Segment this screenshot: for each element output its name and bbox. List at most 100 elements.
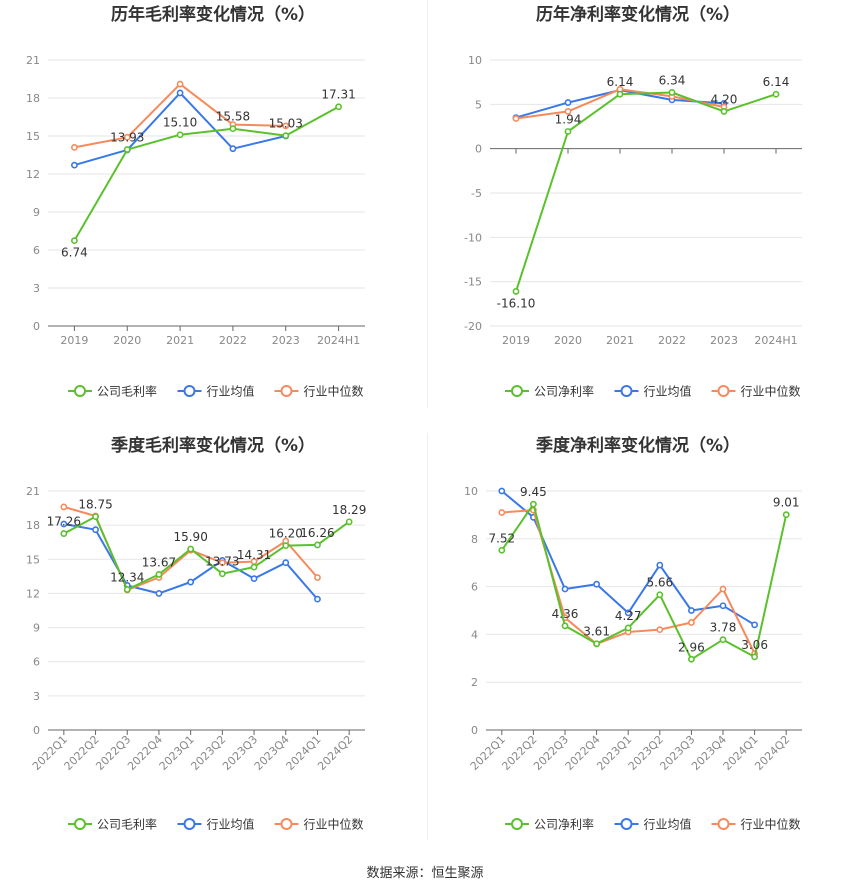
- data-point-company: [720, 108, 728, 115]
- data-point-industry_avg: [282, 559, 290, 567]
- data-point-company: [229, 125, 237, 133]
- data-point-industry_avg: [314, 595, 321, 603]
- data-point-company: [719, 636, 727, 644]
- data-label: 16.20: [269, 527, 303, 541]
- x-tick-label: 2020: [554, 334, 582, 347]
- y-tick-label: 6: [33, 656, 40, 669]
- data-point-company: [345, 518, 353, 526]
- series-line-company: [515, 91, 777, 292]
- data-label: 15.03: [269, 117, 303, 131]
- data-label: 6.74: [61, 246, 88, 260]
- data-point-company: [688, 655, 695, 663]
- legend-label: 行业中位数: [304, 384, 364, 399]
- x-tick-label: 2021: [606, 334, 634, 347]
- legend-label: 行业中位数: [741, 817, 801, 832]
- legend-marker-icon: [280, 818, 293, 830]
- legend-item-company: 公司净利率: [505, 817, 594, 832]
- legend-label: 公司净利率: [534, 817, 594, 832]
- data-point-industry_avg: [564, 99, 572, 106]
- y-tick-label: 0: [33, 724, 40, 737]
- data-point-company: [782, 511, 790, 519]
- y-tick-label: -10: [464, 231, 482, 244]
- legend-marker-icon: [511, 385, 523, 397]
- data-point-industry_median: [564, 108, 572, 115]
- data-label: 18.75: [78, 498, 112, 512]
- data-point-company: [314, 541, 321, 549]
- legend-label: 行业均值: [207, 384, 255, 399]
- data-point-company: [123, 586, 131, 593]
- data-label: 17.26: [47, 515, 81, 529]
- data-label: 4.36: [552, 607, 579, 621]
- data-label: -16.10: [497, 296, 536, 310]
- data-point-industry_median: [282, 122, 290, 130]
- legend-label: 公司毛利率: [97, 384, 157, 399]
- series-line-company: [63, 515, 350, 591]
- legend-item-company: 公司毛利率: [68, 384, 157, 399]
- series-line-company: [500, 503, 788, 661]
- data-label: 7.52: [488, 531, 515, 545]
- data-point-industry_avg: [751, 621, 758, 629]
- legend-item-company: 公司毛利率: [68, 817, 157, 832]
- legend-item-industry_avg: 行业均值: [177, 817, 255, 832]
- data-point-company: [282, 132, 290, 140]
- y-tick-label: 10: [468, 54, 482, 67]
- y-tick-label: 9: [33, 206, 40, 219]
- data-label: 3.61: [583, 625, 610, 639]
- data-label: 13.93: [110, 131, 144, 145]
- data-label: 6.14: [607, 75, 634, 89]
- data-point-industry_median: [688, 619, 695, 626]
- data-label: 13.73: [205, 555, 239, 569]
- chart-panel-4: 季度净利率变化情况（%）02468102022Q12022Q22022Q3202…: [464, 435, 802, 832]
- chart-title: 历年毛利率变化情况（%）: [111, 4, 315, 25]
- x-tick-label: 2020: [113, 334, 141, 347]
- chart-panel-2: 历年净利率变化情况（%） -20 -15 -10 -5 0 5 10 2019 2020 2021 2…: [464, 4, 802, 399]
- data-point-industry_median: [656, 626, 664, 634]
- data-label: 16.26: [300, 526, 334, 540]
- data-point-company: [335, 103, 342, 111]
- data-point-industry_avg: [593, 580, 600, 588]
- data-point-industry_median: [60, 503, 68, 511]
- data-label: 4.20: [711, 92, 738, 106]
- legend-marker-icon: [511, 818, 523, 830]
- data-label: 9.45: [520, 485, 547, 499]
- y-tick-label: 8: [471, 533, 478, 546]
- data-point-company: [498, 546, 506, 554]
- legend-marker-icon: [717, 818, 730, 830]
- data-point-industry_avg: [187, 578, 195, 586]
- data-point-industry_median: [176, 80, 184, 88]
- data-point-company: [71, 237, 78, 245]
- legend-label: 行业均值: [644, 384, 692, 399]
- legend-item-industry_median: 行业中位数: [274, 384, 364, 399]
- data-point-company: [123, 146, 131, 153]
- legend-label: 行业均值: [207, 817, 255, 832]
- legend-marker-icon: [620, 385, 633, 397]
- data-point-company: [530, 500, 537, 508]
- data-point-industry_median: [719, 585, 727, 593]
- data-point-industry_avg: [719, 602, 727, 610]
- data-point-industry_median: [498, 509, 506, 516]
- y-tick-label: 2: [471, 676, 478, 689]
- data-label: 6.34: [659, 73, 686, 87]
- series-line-industry_avg: [501, 490, 756, 626]
- y-tick-label: -5: [471, 187, 482, 200]
- y-tick-label: 15: [26, 130, 40, 143]
- x-tick-label: 2024Q2: [315, 733, 355, 773]
- legend-label: 行业中位数: [304, 817, 364, 832]
- data-point-industry_median: [71, 143, 78, 151]
- x-tick-label: 2021: [166, 334, 194, 347]
- chart-panel-1: 历年毛利率变化情况（%） 0 3 6 9 12 15 18 21 2019 2020 2021 2022…: [26, 4, 365, 399]
- y-tick-label: 10: [464, 485, 478, 498]
- chart-title: 历年净利率变化情况（%）: [536, 4, 740, 25]
- data-point-industry_median: [512, 115, 520, 122]
- y-tick-label: 9: [33, 622, 40, 635]
- x-tick-label: 2024H1: [317, 334, 360, 347]
- x-tick-label: 2022: [658, 334, 686, 347]
- legend-label: 行业均值: [644, 817, 692, 832]
- legend-marker-icon: [183, 385, 196, 397]
- data-point-industry_median: [314, 574, 321, 581]
- y-tick-label: 18: [26, 519, 40, 532]
- data-label: 6.14: [763, 75, 790, 89]
- data-point-industry_avg: [688, 607, 695, 614]
- y-tick-label: 0: [475, 143, 482, 156]
